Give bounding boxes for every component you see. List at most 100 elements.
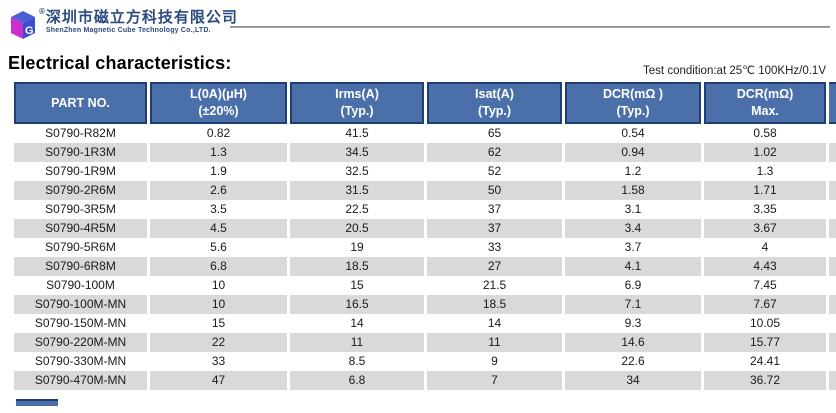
- company-name-en: ShenZhen Magnetic Cube Technology Co.,LT…: [45, 27, 211, 35]
- part-no-cell: S0790-1R9M: [45, 164, 116, 178]
- column-header-6: DCR(mΩ) Max.: [704, 82, 826, 124]
- registered-trademark: ®: [39, 7, 45, 16]
- test-condition-label: Test condition:at 25℃ 100KHz/0.1V: [643, 65, 826, 77]
- value-cell: 3.35: [753, 202, 777, 216]
- part-no-cell: S0790-100M-MN: [14, 295, 147, 314]
- value-cell: 4.1: [565, 257, 701, 276]
- value-cell: 1.02: [704, 143, 826, 162]
- part-no-cell: S0790-4R5M: [14, 219, 147, 238]
- value-cell: 0.58: [753, 126, 777, 140]
- value-cell: 10: [211, 278, 226, 292]
- value-cell: 4: [761, 240, 769, 254]
- value-cell: 33: [487, 240, 502, 254]
- value-cell: 20.5: [290, 219, 424, 238]
- value-cell: 37: [427, 219, 562, 238]
- value-cell: 62: [427, 143, 562, 162]
- part-no-cell: S0790-3R5M: [45, 202, 116, 216]
- value-cell: 0.94: [565, 143, 701, 162]
- value-cell: 2.6: [150, 181, 287, 200]
- value-cell: 9.3: [624, 316, 642, 330]
- value-cell: 21.5: [482, 278, 507, 292]
- value-cell: 24.41: [749, 354, 781, 368]
- value-cell: 22.5: [345, 202, 369, 216]
- value-cell: 22.6: [621, 354, 645, 368]
- value-cell: 6.8: [150, 257, 287, 276]
- value-cell: 7: [427, 371, 562, 390]
- value-cell: 1.58: [565, 181, 701, 200]
- part-no-cell: S0790-2R6M: [14, 181, 147, 200]
- value-cell: 14: [350, 316, 364, 330]
- value-cell: 7.1: [565, 295, 701, 314]
- value-cell: 16.5: [290, 295, 424, 314]
- value-cell: 18.5: [427, 295, 562, 314]
- value-cell: 3.4: [565, 219, 701, 238]
- value-cell: 6.9: [624, 278, 642, 292]
- value-cell: 3.5: [210, 202, 227, 216]
- value-cell: 11: [427, 333, 562, 352]
- value-cell: 4.43: [704, 257, 826, 276]
- value-cell: 1.3: [756, 164, 774, 178]
- value-cell: 37: [487, 202, 502, 216]
- table-edge-sliver-header: [829, 82, 836, 124]
- value-cell: 3.7: [624, 240, 642, 254]
- part-no-cell: S0790-470M-MN: [14, 371, 147, 390]
- section-title: Electrical characteristics:: [8, 53, 232, 73]
- value-cell: 27: [427, 257, 562, 276]
- value-cell: 8.5: [348, 354, 366, 368]
- column-header-2: L(0A)(μH) (±20%): [150, 82, 287, 124]
- column-header-5: DCR(mΩ ) (Typ.): [565, 82, 701, 124]
- value-cell: 0.82: [206, 126, 231, 140]
- value-cell: 0.54: [621, 126, 645, 140]
- value-cell: 10.05: [749, 316, 781, 330]
- value-cell: 7.45: [753, 278, 777, 292]
- value-cell: 3.67: [704, 219, 826, 238]
- company-logo: G ® 深圳市磁立方科技有限公司 ShenZhen Magnetic Cube …: [8, 6, 238, 42]
- value-cell: 31.5: [290, 181, 424, 200]
- value-cell: 4.5: [150, 219, 287, 238]
- svg-text:G: G: [25, 25, 34, 37]
- value-cell: 34.5: [290, 143, 424, 162]
- part-no-cell: S0790-6R8M: [14, 257, 147, 276]
- value-cell: 7.67: [704, 295, 826, 314]
- value-cell: 1.2: [624, 164, 642, 178]
- value-cell: 32.5: [345, 164, 369, 178]
- logo-cube-icon: G: [11, 11, 35, 39]
- value-cell: 50: [427, 181, 562, 200]
- part-no-cell: S0790-220M-MN: [14, 333, 147, 352]
- value-cell: 10: [150, 295, 287, 314]
- part-no-cell: S0790-100M: [46, 278, 115, 292]
- part-no-cell: S0790-5R6M: [45, 240, 116, 254]
- value-cell: 6.8: [290, 371, 424, 390]
- value-cell: 52: [487, 164, 502, 178]
- value-cell: 1.3: [150, 143, 287, 162]
- value-cell: 41.5: [345, 126, 369, 140]
- table-edge-sliver-rows: [829, 124, 836, 390]
- company-name-cn: 深圳市磁立方科技有限公司: [45, 9, 238, 26]
- value-cell: 14: [487, 316, 502, 330]
- column-header-3: Irms(A) (Typ.): [290, 82, 424, 124]
- value-cell: 5.6: [210, 240, 227, 254]
- value-cell: 34: [565, 371, 701, 390]
- electrical-characteristics-table: PART NO. L(0A)(μH) (±20%) Irms(A) (Typ.) Isat…: [14, 82, 826, 390]
- value-cell: 11: [290, 333, 424, 352]
- header-divider-line: [230, 26, 830, 28]
- value-cell: 15: [350, 278, 364, 292]
- value-cell: 15.77: [704, 333, 826, 352]
- part-no-cell: S0790-1R3M: [14, 143, 147, 162]
- value-cell: 33: [211, 354, 226, 368]
- value-cell: 36.72: [704, 371, 826, 390]
- value-cell: 1.71: [704, 181, 826, 200]
- part-no-cell: S0790-330M-MN: [34, 354, 127, 368]
- value-cell: 18.5: [290, 257, 424, 276]
- part-no-cell: S0790-150M-MN: [34, 316, 127, 330]
- part-no-cell: S0790-R82M: [45, 126, 116, 140]
- column-header-4: Isat(A) (Typ.): [427, 82, 562, 124]
- value-cell: 19: [350, 240, 364, 254]
- value-cell: 14.6: [565, 333, 701, 352]
- value-cell: 65: [487, 126, 502, 140]
- value-cell: 9: [491, 354, 498, 368]
- value-cell: 1.9: [210, 164, 227, 178]
- value-cell: 3.1: [624, 202, 642, 216]
- value-cell: 22: [150, 333, 287, 352]
- next-table-top-edge: [16, 399, 58, 406]
